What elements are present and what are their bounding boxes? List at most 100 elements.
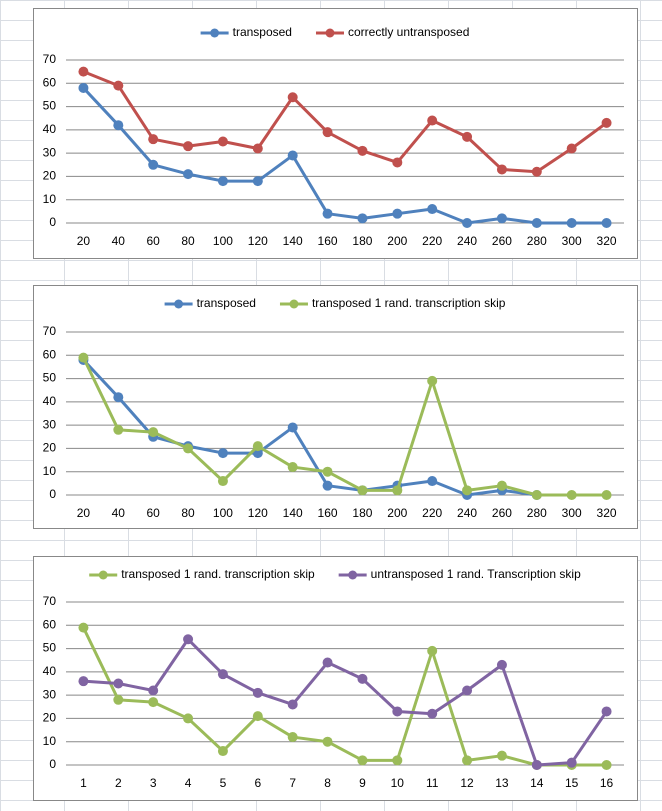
series-line [82, 358, 538, 497]
y-tick-label: 0 [49, 487, 56, 501]
x-tick-label: 3 [150, 776, 157, 790]
x-tick-label: 160 [318, 234, 338, 248]
legend-marker [174, 299, 184, 309]
series-line [83, 637, 608, 767]
data-point [601, 218, 612, 228]
x-tick-label: 300 [562, 234, 582, 248]
y-tick-label: 50 [43, 641, 57, 655]
x-tick-label: 140 [283, 234, 303, 248]
x-tick-label: 9 [359, 776, 366, 790]
data-point [462, 755, 473, 766]
legend-marker [210, 28, 220, 38]
data-point [252, 176, 263, 187]
chart-frame [33, 556, 638, 801]
data-point [531, 218, 542, 228]
data-point [601, 760, 612, 770]
y-tick-label: 50 [43, 99, 57, 113]
data-point [113, 694, 124, 705]
x-tick-label: 220 [422, 234, 442, 248]
y-tick-label: 0 [49, 215, 56, 229]
x-tick-label: 2 [115, 776, 122, 790]
x-tick-label: 280 [527, 234, 547, 248]
data-point [287, 699, 298, 710]
y-tick-label: 50 [43, 371, 57, 385]
data-point [462, 131, 473, 142]
y-tick-label: 0 [49, 757, 56, 771]
x-tick-label: 80 [181, 234, 195, 248]
legend-marker [348, 570, 358, 580]
legend-marker [98, 570, 108, 580]
data-point [183, 141, 194, 152]
data-point [427, 708, 438, 719]
data-point [113, 120, 124, 131]
y-tick-label: 20 [43, 441, 57, 455]
x-tick-label: 240 [457, 234, 477, 248]
x-tick-label: 20 [77, 234, 91, 248]
y-tick-label: 10 [43, 192, 57, 206]
x-tick-label: 5 [220, 776, 227, 790]
data-point [217, 746, 228, 757]
data-point [287, 150, 298, 161]
x-tick-label: 120 [248, 506, 268, 520]
data-point [531, 490, 542, 500]
data-point [496, 164, 507, 175]
x-tick-label: 160 [318, 506, 338, 520]
data-point [357, 673, 368, 684]
x-tick-label: 200 [387, 506, 407, 520]
data-point [113, 392, 124, 403]
data-point [148, 697, 159, 708]
data-point [392, 755, 403, 766]
data-point [392, 157, 403, 168]
x-tick-label: 180 [352, 506, 372, 520]
x-tick-label: 280 [527, 506, 547, 520]
x-tick-label: 320 [597, 234, 617, 248]
data-point [78, 352, 89, 363]
chart: 0 10 20 30 40 50 60 70 20 40 60 80 100 120 140 160 180 20… [33, 285, 638, 529]
x-tick-label: 11 [426, 776, 439, 790]
x-tick-label: 100 [213, 506, 233, 520]
data-point [496, 480, 507, 491]
data-point [392, 208, 403, 219]
data-point [322, 480, 333, 491]
series-line [82, 86, 607, 225]
y-tick-label: 70 [43, 324, 57, 338]
x-tick-label: 300 [562, 506, 582, 520]
data-point [322, 657, 333, 668]
y-tick-label: 10 [43, 464, 57, 478]
data-point [566, 143, 577, 154]
x-tick-label: 10 [391, 776, 405, 790]
data-point [252, 687, 263, 698]
x-tick-label: 120 [248, 234, 268, 248]
data-point [566, 757, 577, 768]
x-tick-label: 40 [112, 506, 126, 520]
series-line [82, 70, 608, 174]
data-point [287, 92, 298, 103]
data-point [148, 134, 159, 145]
data-point [496, 659, 507, 670]
data-point [78, 82, 89, 93]
data-point [601, 706, 612, 717]
x-tick-label: 4 [185, 776, 192, 790]
data-point [217, 476, 228, 487]
y-tick-label: 60 [43, 75, 57, 89]
data-point [252, 441, 263, 452]
x-tick-label: 100 [213, 234, 233, 248]
data-point [148, 159, 159, 170]
data-point [148, 427, 159, 438]
y-tick-label: 30 [43, 145, 57, 159]
data-point [427, 204, 438, 215]
legend-label: correctly untransposed [348, 25, 469, 39]
x-tick-label: 240 [457, 506, 477, 520]
y-tick-label: 40 [43, 122, 57, 136]
data-point [357, 485, 368, 496]
x-tick-label: 180 [352, 234, 372, 248]
x-tick-label: 12 [460, 776, 474, 790]
x-tick-label: 16 [600, 776, 614, 790]
y-tick-label: 60 [43, 347, 57, 361]
y-tick-label: 70 [43, 52, 57, 66]
y-tick-label: 40 [43, 664, 57, 678]
data-point [392, 485, 403, 496]
